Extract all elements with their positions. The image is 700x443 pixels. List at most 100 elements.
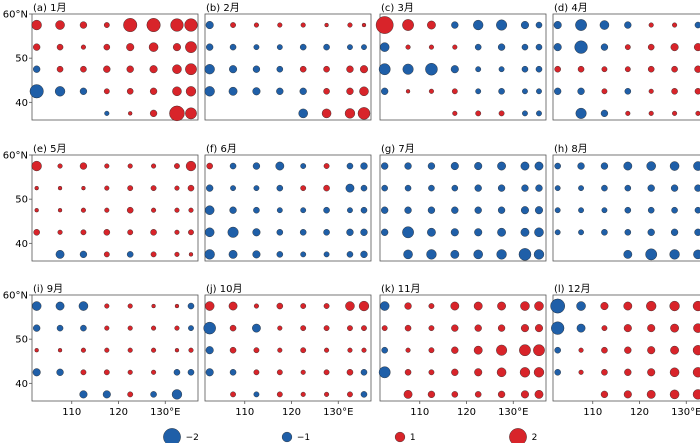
x-tick-label: 130°E (671, 407, 700, 418)
data-point (647, 324, 656, 333)
data-point (323, 206, 330, 214)
data-point (80, 369, 87, 376)
data-point (174, 251, 180, 257)
data-point (647, 206, 655, 214)
data-point (474, 391, 482, 398)
data-point (346, 65, 354, 73)
data-point (535, 21, 543, 29)
data-point (187, 184, 195, 192)
data-point (475, 88, 482, 95)
data-point (104, 303, 110, 309)
data-point (520, 161, 530, 171)
data-point (451, 184, 459, 192)
data-point (496, 249, 507, 260)
data-point (647, 184, 655, 192)
data-point (203, 321, 216, 335)
data-point (425, 62, 438, 76)
data-point (80, 65, 87, 73)
x-tick-label: 130°E (323, 407, 353, 418)
data-point (344, 108, 356, 119)
data-point (496, 367, 507, 378)
data-point (554, 162, 561, 170)
panel-title: (j) 10月 (206, 283, 242, 295)
data-point (275, 161, 285, 171)
data-point (79, 390, 88, 399)
data-point (497, 184, 506, 192)
data-point (428, 184, 435, 192)
data-point (204, 205, 215, 215)
data-point (575, 19, 587, 31)
data-point (473, 19, 484, 31)
data-point (498, 66, 505, 73)
data-point (404, 369, 412, 376)
data-point (533, 249, 545, 260)
panel-frame (379, 154, 547, 262)
data-point (474, 162, 483, 171)
data-point (229, 346, 237, 354)
data-point (497, 390, 506, 398)
data-point (276, 65, 284, 73)
data-point (299, 65, 307, 73)
data-point (276, 44, 283, 51)
data-point (450, 228, 459, 237)
data-point (358, 300, 370, 312)
data-point (300, 163, 307, 169)
data-point (405, 89, 411, 94)
data-point (536, 88, 542, 95)
legend-label: −1 (297, 433, 310, 443)
data-point (300, 347, 307, 354)
data-point (29, 84, 44, 99)
data-point (670, 228, 679, 236)
data-point (404, 206, 412, 214)
data-point (205, 346, 214, 355)
data-point (206, 162, 213, 170)
data-point (204, 86, 215, 97)
data-point (174, 348, 180, 353)
data-point (695, 110, 700, 116)
data-point (693, 323, 700, 333)
panel-frame (204, 13, 372, 121)
data-point (694, 206, 700, 214)
data-point (646, 390, 656, 399)
data-point (347, 207, 353, 214)
data-point (375, 16, 394, 34)
data-point (204, 64, 215, 75)
data-point (576, 301, 586, 311)
data-point (535, 43, 543, 51)
data-point (534, 301, 544, 311)
panel-frame (31, 294, 199, 402)
data-point (149, 87, 158, 95)
data-point (578, 369, 584, 375)
legend-marker (281, 431, 293, 443)
data-point (647, 346, 656, 355)
data-point (404, 324, 412, 332)
data-point (57, 348, 63, 353)
x-tick-label: 110 (235, 407, 254, 418)
data-point (497, 227, 506, 237)
data-point (360, 228, 368, 236)
data-point (497, 324, 506, 332)
data-point (533, 367, 545, 378)
data-point (402, 226, 414, 239)
y-tick-label: 50 (15, 195, 28, 206)
x-tick-label: 120 (630, 407, 649, 418)
data-point (188, 229, 194, 236)
data-point (33, 229, 40, 236)
data-point (34, 348, 39, 353)
data-point (518, 248, 532, 261)
data-point (450, 301, 460, 311)
data-point (551, 321, 565, 335)
data-point (520, 21, 529, 30)
data-point (577, 87, 585, 95)
data-point (496, 19, 508, 31)
data-point (204, 301, 215, 311)
data-point (694, 88, 700, 95)
data-point (123, 18, 138, 32)
data-point (533, 344, 545, 357)
data-point (79, 250, 88, 258)
data-point (104, 185, 110, 191)
data-point (535, 65, 543, 73)
data-point (276, 229, 284, 236)
data-point (104, 207, 110, 213)
legend-marker (509, 428, 527, 443)
